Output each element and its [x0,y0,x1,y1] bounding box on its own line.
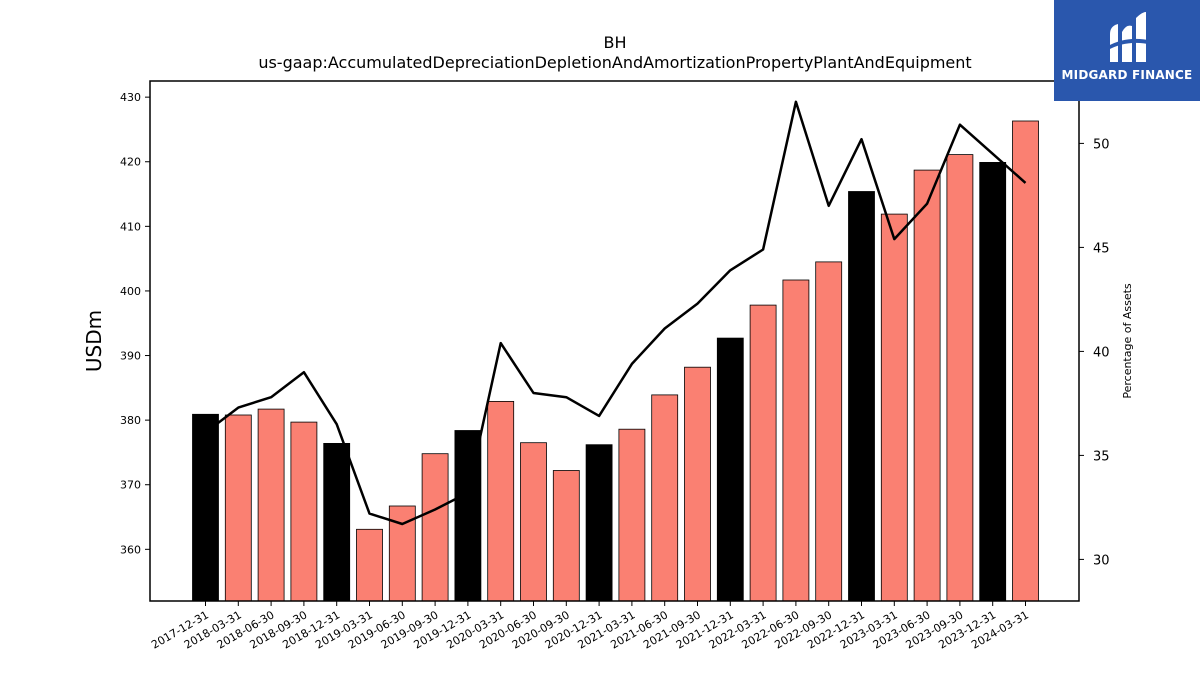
y-tick-label: 380 [120,414,141,427]
y-axis: 360 370 380 390 400 410 420 430 [120,91,150,556]
bar-2023-06-30 [913,169,941,602]
y2-tick-label: 35 [1093,449,1110,464]
y-tick-label: 400 [120,285,141,298]
bar-2022-09-30 [815,261,843,602]
bar-2018-03-31 [224,414,252,602]
chart-subtitle: us-gaap:AccumulatedDepreciationDepletion… [258,53,971,72]
y2-tick-label: 45 [1093,241,1110,256]
bars-group [192,120,1039,602]
bar-2017-12-31 [192,413,219,602]
y-tick-label: 420 [120,156,141,169]
bar-2023-03-31 [880,213,908,602]
percentage-line [204,100,1027,526]
brand-logo: MIDGARD FINANCE [1054,0,1200,101]
y-axis-label: USDm [82,310,106,372]
y-tick-label: 430 [120,91,141,104]
bar-2024-03-31 [1012,120,1039,602]
bar-2021-03-31 [618,428,646,602]
y-tick-label: 370 [120,479,141,492]
bar-2022-03-31 [749,304,777,602]
bar-2021-06-30 [651,394,679,602]
line-group [204,100,1027,526]
bar-2020-09-30 [552,470,580,602]
y-tick-label: 360 [120,543,141,556]
midgard-logo-icon [1108,12,1148,63]
bar-2021-12-31 [716,337,744,602]
bar-2021-09-30 [684,366,711,602]
bar-2020-03-31 [487,400,515,602]
bar-2020-06-30 [520,442,547,602]
plot-frame [149,80,1080,602]
bar-2018-06-30 [257,408,285,602]
bar-2022-12-31 [848,191,875,602]
y2-axis-label: Percentage of Assets [1121,283,1134,399]
bar-2019-03-31 [356,528,383,602]
x-axis: 2017-12-312018-03-312018-06-302018-09-30… [149,601,1031,652]
bar-2023-09-30 [946,154,974,602]
bar-2018-12-31 [323,442,351,602]
y-tick-label: 410 [120,220,141,233]
bar-2023-12-31 [979,161,1007,602]
chart-title: BH [603,33,626,52]
bar-2022-06-30 [782,279,810,602]
y2-tick-label: 40 [1093,345,1110,360]
y2-axis: 30 35 40 45 50 [1079,137,1110,568]
bar-2019-09-30 [421,453,449,602]
y2-tick-label: 50 [1093,137,1110,152]
brand-name: MIDGARD FINANCE [1061,68,1193,82]
bar-2020-12-31 [585,444,613,602]
bar-2018-09-30 [290,421,318,602]
y2-tick-label: 30 [1093,553,1110,568]
y-tick-label: 390 [120,350,141,363]
